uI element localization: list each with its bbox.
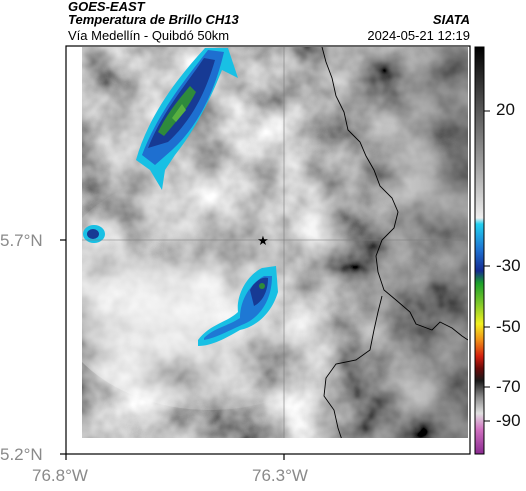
- datetime-label: 2024-05-21 12:19: [367, 28, 470, 43]
- municipal-border: [323, 295, 383, 438]
- x-tick-label: 76.8°W: [32, 466, 88, 485]
- department-border: [321, 47, 468, 341]
- convective-cloud-north: [136, 48, 238, 190]
- y-tick-label: 5.7°N: [0, 231, 43, 250]
- convective-cloud-west: [83, 225, 105, 243]
- map-border: [65, 45, 471, 455]
- map-subtitle: Vía Medellín - Quibdó 50km: [68, 28, 230, 43]
- colorbar-tick-label: -70: [496, 377, 521, 396]
- source-label: SIATA: [432, 12, 470, 27]
- star-icon: ★: [257, 234, 269, 249]
- colorbar-tick-label: -50: [496, 317, 521, 336]
- y-tick-label: 5.2°N: [0, 445, 43, 464]
- satellite-image: [82, 47, 468, 438]
- colorbar-ticks: [484, 110, 490, 422]
- colorbar-tick-label: 20: [496, 100, 515, 119]
- colorbar-tick-label: -90: [496, 411, 521, 430]
- colorbar: [474, 46, 485, 455]
- x-tick-label: 76.3°W: [252, 466, 308, 485]
- colorbar-tick-label: -30: [496, 256, 521, 275]
- axis-ticks: [60, 239, 285, 460]
- convective-cloud-south: [198, 266, 278, 346]
- satellite-title: GOES-EAST: [68, 0, 145, 14]
- product-title: Temperatura de Brillo CH13: [68, 12, 239, 27]
